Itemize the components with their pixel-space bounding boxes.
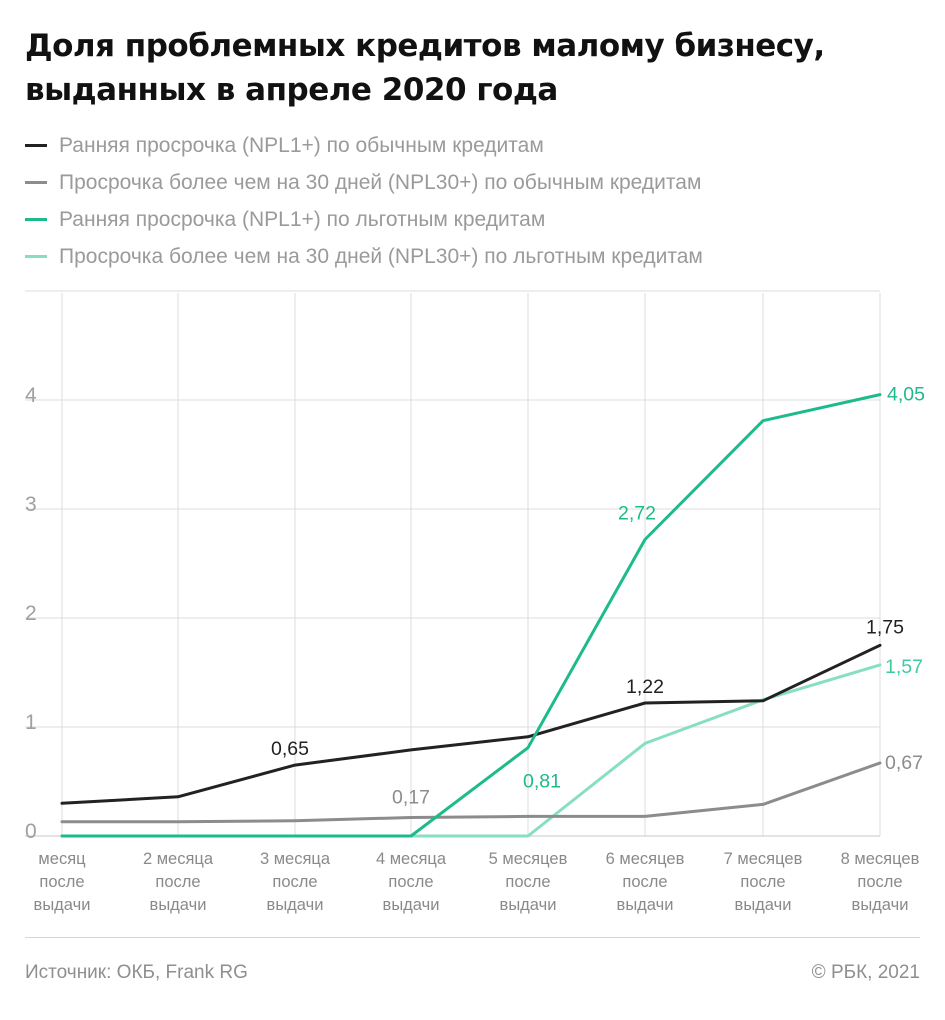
data-label: 0,65 [271,738,309,760]
series-line-npl1-preferential [60,393,882,838]
x-tick-label: после [622,873,667,891]
legend-swatch-npl30-preferential [25,255,47,258]
chart-title: Доля проблемных кредитов малому бизнесу,… [25,24,915,112]
legend-label-npl30-preferential: Просрочка более чем на 30 дней (NPL30+) … [59,244,703,268]
data-label: 1,22 [626,676,664,698]
data-label: 0,81 [523,771,561,793]
x-tick-label: после [388,873,433,891]
chart-title-line-1: Доля проблемных кредитов малому бизнесу, [25,28,825,64]
data-label: 0,17 [392,786,430,808]
data-labels: 0,65 1,22 1,75 0,17 0,67 0,81 2,72 4,05 1,57 [271,384,925,809]
x-tick-label: после [39,873,84,891]
chart-title-line-2: выданных в апреле 2020 года [25,72,558,108]
x-tick-label: выдачи [617,896,674,914]
x-tick-label: выдачи [735,896,792,914]
data-label: 1,57 [885,656,923,678]
series-npl30-preferential [60,663,882,838]
series-line-npl30-regular [60,761,882,824]
x-tick-label: после [857,873,902,891]
line-chart: 0 1 2 3 4 месяц после выдачи 2 месяца после выдачи… [25,290,925,914]
copyright-credit: © РБК, 2021 [811,962,920,983]
x-tick-label: 7 месяцев [724,850,803,868]
series-npl1-preferential [60,393,882,838]
chart-legend: Ранняя просрочка (NPL1+) по обычным кред… [25,127,703,275]
x-tick-label: выдачи [852,896,909,914]
x-tick-label: после [505,873,550,891]
series-npl1-regular [60,643,882,805]
legend-label-npl1-preferential: Ранняя просрочка (NPL1+) по льготным кре… [59,207,546,231]
y-tick-label: 2 [25,602,37,625]
series-npl30-regular [60,761,882,824]
x-tick-label: 5 месяцев [489,850,568,868]
legend-label-npl1-regular: Ранняя просрочка (NPL1+) по обычным кред… [59,133,544,157]
x-tick-label: выдачи [150,896,207,914]
legend-swatch-npl1-preferential [25,218,47,221]
legend-item-npl1-preferential: Ранняя просрочка (NPL1+) по льготным кре… [25,201,703,238]
legend-item-npl1-regular: Ранняя просрочка (NPL1+) по обычным кред… [25,127,703,164]
legend-swatch-npl30-regular [25,181,47,184]
series-line-npl30-preferential [60,663,882,838]
legend-label-npl30-regular: Просрочка более чем на 30 дней (NPL30+) … [59,170,702,194]
x-tick-label: 8 месяцев [841,850,920,868]
x-tick-label: выдачи [500,896,557,914]
data-label: 4,05 [887,384,925,406]
x-axis-ticks: месяц после выдачи 2 месяца после выдачи 3 мес… [34,850,920,914]
source-note: Источник: ОКБ, Frank RG [25,962,248,983]
series-line-npl1-regular [60,643,882,805]
y-tick-label: 4 [25,384,37,407]
chart-grid [25,290,881,837]
x-tick-label: 4 месяца [376,850,447,868]
x-tick-label: 2 месяца [143,850,214,868]
x-tick-label: после [740,873,785,891]
legend-swatch-npl1-regular [25,144,47,147]
legend-item-npl30-preferential: Просрочка более чем на 30 дней (NPL30+) … [25,238,703,275]
x-tick-label: после [155,873,200,891]
y-axis-ticks: 0 1 2 3 4 [25,384,37,843]
x-tick-label: 6 месяцев [606,850,685,868]
x-tick-label: 3 месяца [260,850,331,868]
footer-divider [25,937,920,938]
data-label: 0,67 [885,752,923,774]
y-tick-label: 0 [25,820,37,843]
data-label: 2,72 [618,503,656,525]
x-tick-label: месяц [38,850,86,868]
y-tick-label: 1 [25,711,37,734]
x-tick-label: после [272,873,317,891]
x-tick-label: выдачи [34,896,91,914]
data-label: 1,75 [866,616,904,638]
x-tick-label: выдачи [267,896,324,914]
x-tick-label: выдачи [383,896,440,914]
legend-item-npl30-regular: Просрочка более чем на 30 дней (NPL30+) … [25,164,703,201]
y-tick-label: 3 [25,493,37,516]
